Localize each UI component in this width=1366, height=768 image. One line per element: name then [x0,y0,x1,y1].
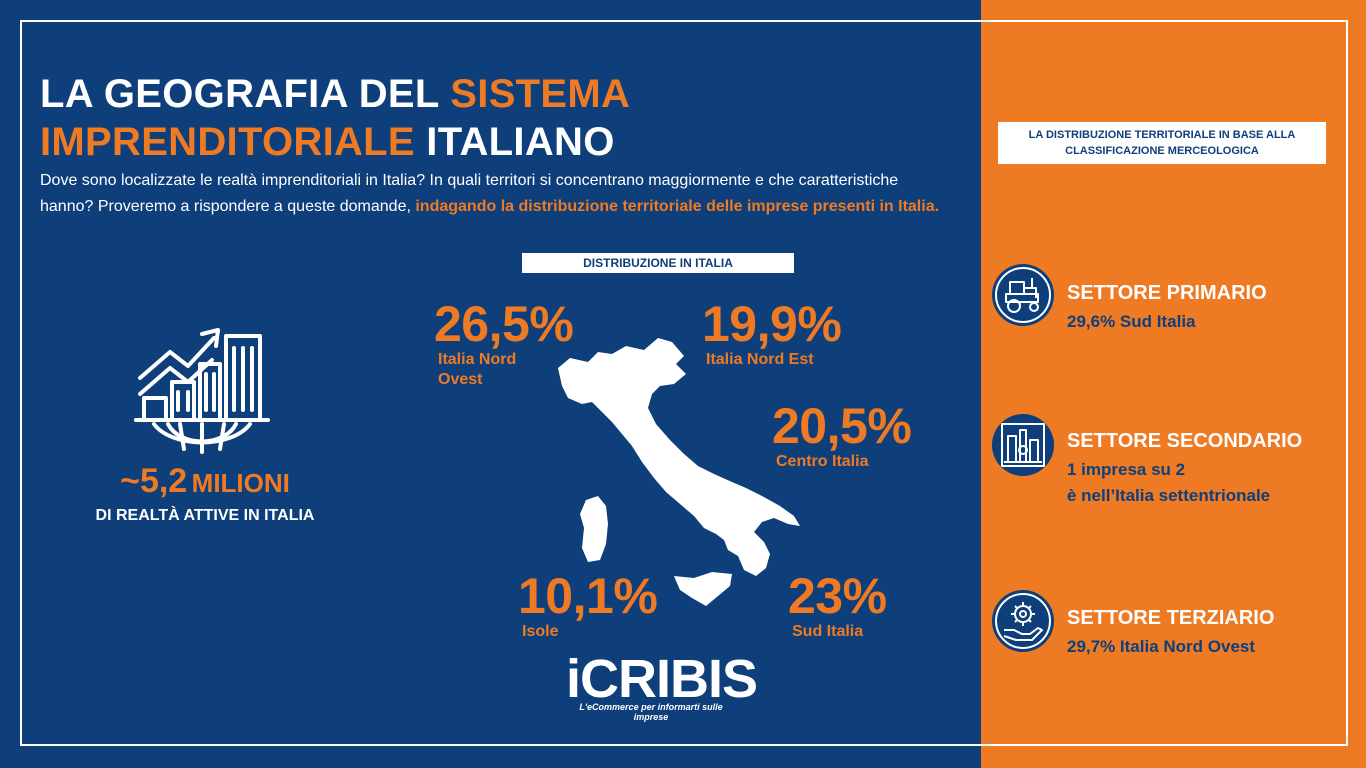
sector-text: è nell’Italia settentrionale [1067,486,1271,505]
region-name: Isole [522,623,559,640]
business-growth-icon [134,328,270,454]
region-pct: 19,9% [702,296,842,352]
total-number: ~5,2 [120,462,188,500]
right-frame [981,20,1348,746]
total-subtitle: DI REALTÀ ATTIVE IN ITALIA [95,507,315,524]
italy-map [558,338,800,606]
region-name: Sud Italia [792,623,864,640]
title-part1: LA GEOGRAFIA DEL [40,72,451,116]
title-part3: ITALIANO [414,120,615,164]
hand-gear-icon [992,590,1054,652]
total-companies: ~5,2 MILIONI [70,462,340,501]
sector-title: SETTORE PRIMARIO [1067,282,1267,304]
region-stat: 26,5% Italia Nord Ovest [434,296,574,390]
logo-name: iCRIBIS [566,649,758,709]
tractor-icon [992,264,1054,326]
intro-highlight: indagando la distribuzione territoriale … [415,198,940,215]
classification-label: LA DISTRIBUZIONE TERRITORIALE IN BASE AL… [998,122,1326,164]
total-unit: MILIONI [191,468,290,498]
intro-text: Dove sono localizzate le realtà imprendi… [40,172,899,215]
sector-text: 29,7% Italia Nord Ovest [1067,637,1256,656]
distribution-label: DISTRIBUZIONE IN ITALIA [522,253,794,273]
region-name: Centro Italia [776,453,869,470]
region-stat: 20,5% Centro Italia [772,398,912,472]
page-title: LA GEOGRAFIA DEL SISTEMA IMPRENDITORIALE… [40,70,660,166]
sector-text: 1 impresa su 2 [1067,460,1186,479]
region-name: Italia Nord Est [706,351,814,368]
factory-icon [992,414,1054,476]
region-pct: 23% [788,568,887,624]
region-pct: 10,1% [518,568,658,624]
region-stat: 23% Sud Italia [788,570,887,642]
region-stat: 10,1% Isole [518,568,658,642]
region-pct: 20,5% [772,398,912,454]
region-name: Italia Nord Ovest [438,351,517,388]
region-stat: 19,9% Italia Nord Est [702,296,842,370]
logo-tagline: L'eCommerce per informarti sulle imprese [579,702,723,722]
sector-text: 29,6% Sud Italia [1067,312,1196,331]
title-part2: SISTEMA IMPRENDITORIALE [40,72,629,164]
intro-paragraph: Dove sono localizzate le realtà imprendi… [40,168,940,220]
sector-title: SETTORE TERZIARIO [1067,607,1275,629]
region-pct: 26,5% [434,296,574,352]
icribis-logo: iCRIBIS L'eCommerce per informarti sulle… [566,649,758,722]
left-panel [0,0,981,768]
sector-title: SETTORE SECONDARIO [1067,430,1303,452]
